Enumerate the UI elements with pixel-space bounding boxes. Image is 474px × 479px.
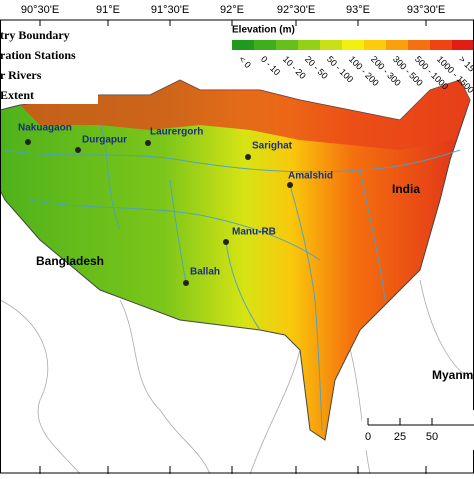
axis-label: 93°30'E xyxy=(407,4,445,16)
scale-bar: 0 25 50 xyxy=(362,410,474,450)
scale-label: 25 xyxy=(394,431,406,443)
scale-label: 0 xyxy=(365,431,371,443)
axis-label: 91°E xyxy=(96,4,120,16)
axis-label: 91°30'E xyxy=(151,4,189,16)
station-marker xyxy=(223,239,229,245)
color-class xyxy=(430,40,452,50)
country-label: Bangladesh xyxy=(36,254,104,268)
color-class xyxy=(452,40,474,50)
color-class xyxy=(386,40,408,50)
country-label: India xyxy=(392,182,420,196)
color-class xyxy=(254,40,276,50)
station-marker xyxy=(245,154,251,160)
scale-label: 50 xyxy=(426,431,438,443)
station-marker xyxy=(287,182,293,188)
color-class xyxy=(276,40,298,50)
station-marker xyxy=(75,147,81,153)
station-label: Ballah xyxy=(190,267,220,278)
rivers xyxy=(4,124,461,431)
legend-box xyxy=(0,26,98,104)
color-class xyxy=(232,40,254,50)
station-label: Amalshid xyxy=(288,171,333,182)
station-marker xyxy=(145,140,151,146)
axis-label: 92°E xyxy=(220,4,244,16)
northern-hills xyxy=(20,80,470,150)
legend-item: r Rivers xyxy=(0,68,42,82)
color-class xyxy=(298,40,320,50)
country-labels: Bangladesh India Myanm xyxy=(36,182,473,382)
station-marker xyxy=(183,280,189,286)
station-label: Laurergorh xyxy=(150,127,203,138)
legend-item: ration Stations xyxy=(0,48,76,62)
stations: Nakuagaon Durgapur Laurergorh Sarighat Amals… xyxy=(18,123,333,286)
legend: try Boundary ration Stations r Rivers Exten… xyxy=(0,28,76,102)
station-label: Durgapur xyxy=(82,135,127,146)
axis: 90°30'E 91°E 91°30'E 92°E 92°30'E 93°E 93°30'E xyxy=(0,4,474,474)
axis-label: 93°E xyxy=(346,4,370,16)
color-class xyxy=(364,40,386,50)
station-label: Nakuagaon xyxy=(18,123,72,134)
axis-label: 90°30'E xyxy=(21,4,59,16)
station-label: Sarighat xyxy=(252,141,293,152)
scale-box xyxy=(362,410,474,450)
station-marker xyxy=(25,139,31,145)
legend-item: try Boundary xyxy=(0,28,70,42)
color-class xyxy=(320,40,342,50)
station-label: Manu-RB xyxy=(232,227,276,238)
elevation-title: Elevation (m) xyxy=(232,25,295,36)
scale-line xyxy=(367,418,474,426)
legend-item: Extent xyxy=(0,88,34,102)
color-class xyxy=(342,40,364,50)
country-label: Myanm xyxy=(432,368,473,382)
color-class xyxy=(408,40,430,50)
axis-label: 92°30'E xyxy=(277,4,315,16)
